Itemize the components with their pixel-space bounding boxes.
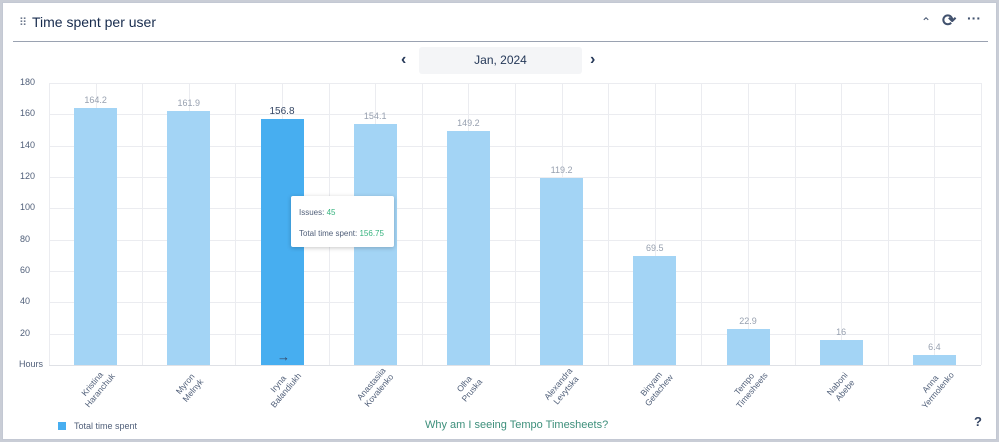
gridline [49,365,981,366]
vertical-gridline [841,83,843,365]
vertical-gridline [934,83,936,365]
x-tick-label: Tempo Timesheets [721,358,775,417]
bar[interactable] [633,256,677,365]
x-tick-label: Anna Yermolenko [907,358,961,417]
x-tick-label: Olha Pruska [441,358,495,417]
y-tick-label: 140 [20,139,36,150]
bar-value-label: 69.5 [646,243,664,254]
collapse-icon[interactable]: ⌃ [921,15,932,29]
vertical-gridline [748,83,749,365]
y-axis-label: Hours [19,359,44,369]
bar[interactable] [819,339,863,365]
vertical-gridline [235,83,237,365]
bar[interactable] [726,329,770,365]
x-tick-label: Binyam Getachew [628,358,682,417]
bar-value-label: 22.9 [739,316,757,327]
bar-value-label: 6.4 [928,341,941,352]
help-icon[interactable]: ? [974,414,982,429]
vertical-gridline [608,83,610,365]
vertical-gridline [49,83,50,365]
bar-value-label: 119.2 [550,165,573,176]
chart-legend[interactable]: Total time spent [58,421,137,431]
widget-header: ⠿ Time spent per user ⌃ ⟳ ··· [3,3,996,41]
vertical-gridline [142,83,144,365]
bar-value-label: 154.1 [363,110,387,121]
vertical-gridline [981,83,982,365]
y-tick-label: 80 [20,233,31,244]
x-tick-label: Alexandra Levytska [535,358,589,417]
bar-value-label: 156.8 [269,106,295,118]
bar[interactable] [74,107,118,365]
why-tempo-link[interactable]: Why am I seeing Tempo Timesheets? [425,419,609,431]
arrow-right-icon[interactable]: → [277,349,290,364]
bar-value-label: 164.2 [84,94,107,105]
y-tick-label: 40 [20,296,31,307]
drag-handle-icon[interactable]: ⠿ [19,17,27,29]
bar[interactable] [540,178,584,365]
x-tick-label: Iryna Balandiukh [255,358,309,417]
period-selector[interactable]: Jan, 2024 [419,47,582,74]
vertical-gridline [794,83,796,365]
tooltip-time-value: 156.75 [359,229,384,238]
widget-title: Time spent per user [32,14,156,30]
legend-label: Total time spent [74,421,138,431]
y-tick-label: 160 [20,108,36,119]
y-tick-label: 120 [20,171,36,181]
header-divider [13,41,988,42]
bar-tooltip: Issues: 45 Total time spent: 156.75 [291,196,394,247]
vertical-gridline [515,83,516,365]
bar-value-label: 161.9 [177,98,201,109]
y-tick-label: 100 [20,202,36,213]
x-tick-label: Myron Melnyk [162,358,216,417]
more-options-icon[interactable]: ··· [967,10,981,26]
tooltip-time-label: Total time spent: [299,229,358,238]
x-tick-label: Naboni Abebe [814,358,868,417]
vertical-gridline [701,83,703,365]
x-tick-label: Kristina Haranchuk [69,358,123,417]
legend-swatch [58,422,66,430]
bar-value-label: 149.2 [457,118,480,129]
y-tick-label: 20 [20,327,31,338]
bar-value-label: 16 [836,326,847,337]
x-tick-label: Anastasiia Kovalenko [348,358,402,417]
tooltip-issues-value: 45 [326,208,336,217]
vertical-gridline [421,83,423,365]
bar[interactable] [446,131,490,365]
vertical-gridline [654,83,656,365]
bar[interactable] [167,111,211,365]
refresh-icon[interactable]: ⟳ [942,11,957,30]
y-tick-label: 60 [20,265,31,275]
tooltip-issues-label: Issues: [299,208,325,217]
bar[interactable] [912,354,956,365]
prev-period-button[interactable]: ‹ [401,51,407,68]
vertical-gridline [887,83,889,365]
y-tick-label: 180 [20,77,36,87]
next-period-button[interactable]: › [590,51,596,68]
